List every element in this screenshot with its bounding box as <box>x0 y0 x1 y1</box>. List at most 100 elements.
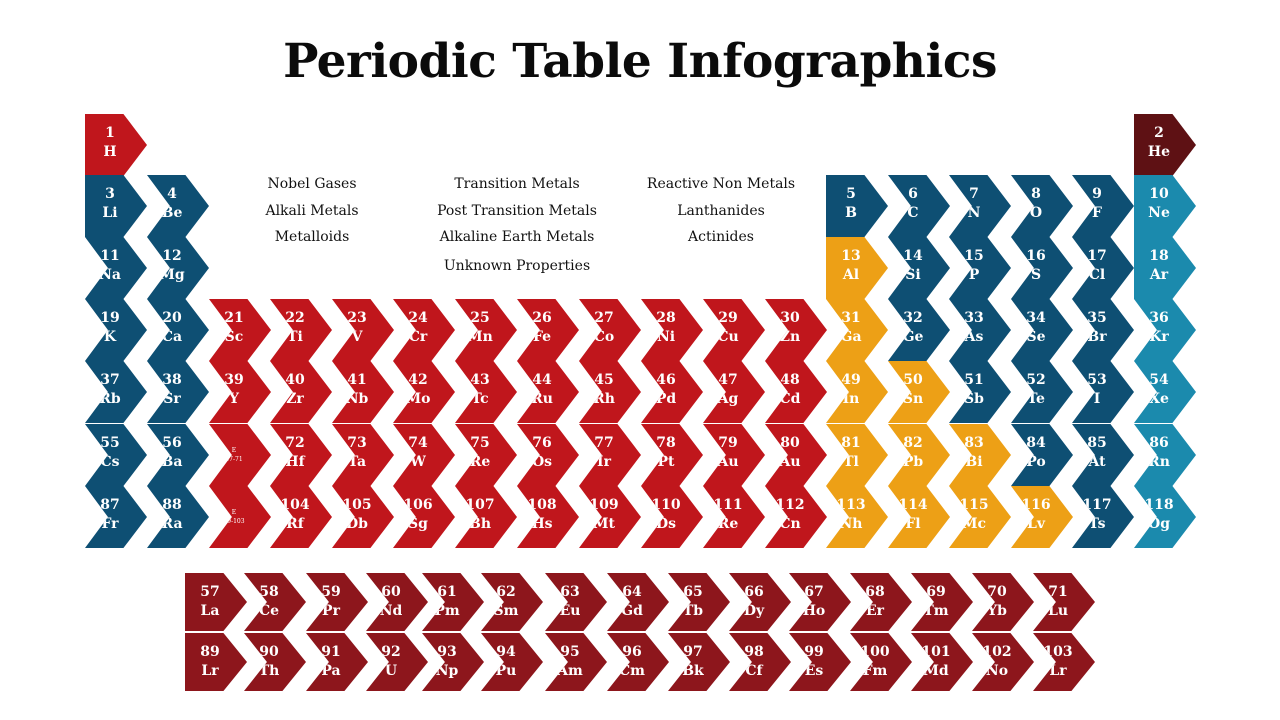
atomic-number: 23 <box>347 310 367 326</box>
element-symbol: Sr <box>163 391 181 407</box>
element-bk-97: 97 Bk <box>668 633 730 691</box>
element-fm-100: 100 Fm <box>850 633 912 691</box>
element-symbol: Ho <box>802 603 826 619</box>
element-symbol: Na <box>99 267 121 283</box>
atomic-number: 98 <box>744 644 764 660</box>
element-he-2: 2 He <box>1134 114 1196 176</box>
atomic-number: 95 <box>560 644 580 660</box>
element-symbol: Lv <box>1027 516 1045 532</box>
legend-item: Transition Metals <box>454 176 580 192</box>
element-ti-22: 22 Ti <box>270 299 332 361</box>
element-symbol: 57-71 <box>225 456 243 463</box>
atomic-number: 84 <box>1026 435 1046 451</box>
element-au-79: 79 Au <box>703 424 765 486</box>
element-symbol: Nd <box>379 603 403 619</box>
element-co-27: 27 Co <box>579 299 641 361</box>
atomic-number: 58 <box>259 584 279 600</box>
atomic-number: 50 <box>903 372 923 388</box>
atomic-number: 62 <box>496 584 516 600</box>
atomic-number: 51 <box>964 372 984 388</box>
element-ta-73: 73 Ta <box>332 424 394 486</box>
atomic-number: 21 <box>224 310 244 326</box>
element-symbol: Ar <box>1149 267 1169 283</box>
element-la-57: 57 La <box>185 573 247 631</box>
atomic-number: 113 <box>836 497 866 513</box>
element-ru-44: 44 Ru <box>517 361 579 423</box>
atomic-number: 19 <box>100 310 120 326</box>
element-p-15: 15 P <box>949 237 1011 299</box>
element-symbol: 89-103 <box>223 518 245 525</box>
legend-item: Nobel Gases <box>267 176 357 192</box>
element-symbol: Pu <box>495 663 517 679</box>
atomic-number: 104 <box>280 497 310 513</box>
atomic-number: E <box>231 509 237 516</box>
element-cr-24: 24 Cr <box>393 299 455 361</box>
element-cf-98: 98 Cf <box>729 633 791 691</box>
element-symbol: Cf <box>745 663 763 679</box>
element-symbol: Y <box>229 391 239 407</box>
element-symbol: Ni <box>656 329 676 345</box>
element-symbol: Lu <box>1047 603 1069 619</box>
element-u-92: 92 U <box>366 633 428 691</box>
element-si-14: 14 Si <box>888 237 950 299</box>
element-th-90: 90 Th <box>244 633 306 691</box>
atomic-number: 3 <box>105 186 115 202</box>
atomic-number: 35 <box>1087 310 1107 326</box>
atomic-number: 65 <box>683 584 703 600</box>
element-symbol: Br <box>1087 329 1107 345</box>
atomic-number: 89 <box>200 644 220 660</box>
element-v-23: 23 V <box>332 299 394 361</box>
element-sr-38: 38 Sr <box>147 361 209 423</box>
element-symbol: Se <box>1026 329 1046 345</box>
atomic-number: 55 <box>100 435 120 451</box>
element-symbol: Tm <box>923 603 949 619</box>
element-symbol: Tc <box>471 391 489 407</box>
atomic-number: 90 <box>259 644 279 660</box>
element-symbol: Nb <box>345 391 369 407</box>
element-symbol: Os <box>531 454 553 470</box>
atomic-number: 92 <box>381 644 401 660</box>
element-li-3: 3 Li <box>85 175 147 237</box>
legend-item: Alkaline Earth Metals <box>439 229 595 245</box>
element-symbol: Cd <box>779 391 801 407</box>
atomic-number: 43 <box>470 372 490 388</box>
atomic-number: 60 <box>381 584 401 600</box>
atomic-number: 57 <box>200 584 220 600</box>
atomic-number: 111 <box>713 497 743 513</box>
element-symbol: B <box>845 205 857 221</box>
element-symbol: S <box>1030 267 1042 283</box>
atomic-number: 22 <box>285 310 305 326</box>
element-symbol: Au <box>717 454 739 470</box>
atomic-number: 83 <box>964 435 984 451</box>
element-nh-113: 113 Nh <box>826 486 888 548</box>
atomic-number: 53 <box>1087 372 1107 388</box>
atomic-number: 85 <box>1087 435 1107 451</box>
atomic-number: 80 <box>780 435 800 451</box>
atomic-number: 41 <box>347 372 367 388</box>
atomic-number: 70 <box>987 584 1007 600</box>
element-symbol: Co <box>593 329 615 345</box>
element-lu-71: 71 Lu <box>1033 573 1095 631</box>
element-symbol: No <box>985 663 1009 679</box>
element-symbol: O <box>1029 205 1043 221</box>
element-ra-88: 88 Ra <box>147 486 209 548</box>
atomic-number: 27 <box>594 310 614 326</box>
element-s-16: 16 S <box>1011 237 1073 299</box>
atomic-number: 11 <box>100 248 120 264</box>
element-symbol: Li <box>102 205 118 221</box>
element-sm-62: 62 Sm <box>481 573 543 631</box>
element-sn-50: 50 Sn <box>888 361 950 423</box>
atomic-number: 67 <box>804 584 824 600</box>
element-symbol: W <box>410 454 426 470</box>
atomic-number: 112 <box>775 497 805 513</box>
element-symbol: Lr <box>201 663 219 679</box>
element-ds-110: 110 Ds <box>641 486 703 548</box>
element-al-13: 13 Al <box>826 237 888 299</box>
atomic-number: 99 <box>804 644 824 660</box>
element-symbol: Bk <box>682 663 704 679</box>
element-rh-45: 45 Rh <box>579 361 641 423</box>
element-at-85: 85 At <box>1072 424 1134 486</box>
element-symbol: Re <box>469 454 491 470</box>
legend-item: Metalloids <box>274 229 350 245</box>
atomic-number: 38 <box>162 372 182 388</box>
